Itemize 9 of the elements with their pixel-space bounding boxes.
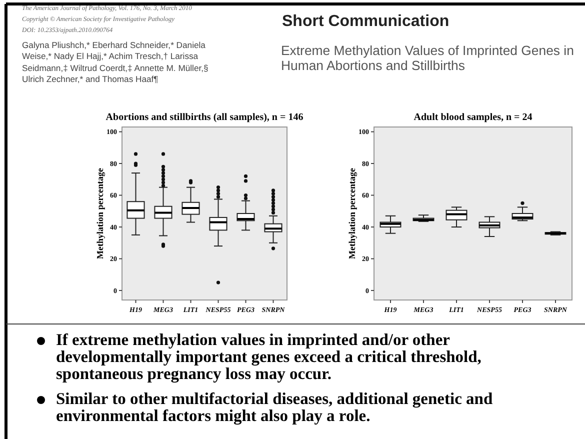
text: Galyna Pliushch,* Eberhard Schneider,* Daniela Weise,* Nady El Hajj,* Achim Tresch,† Larissa Seidmann,‡ Wiltrud Coerdt,‡ Annette M. Müller,§ Ulrich Zechner,* and Thomas Haaf¶	[22, 40, 210, 86]
chart-title: Abortions and stillbirths (all samples), n = 146	[106, 112, 304, 123]
chart-title: Adult blood samples, n = 24	[414, 112, 532, 123]
text: Extreme Methylation Values of Imprinted Genes in Human Abortions and Stillbirths	[281, 43, 575, 73]
text: Similar to other multifactorial diseases, additional genetic and environmental factors might also play a role.	[56, 389, 494, 425]
y-axis-title: Methylation percentage	[347, 168, 357, 260]
text: If extreme methylation values in imprinted and/or other developmentally important genes exceed a critical threshold, spontaneous pregnancy loss may occur.	[56, 330, 482, 383]
text: Short Communication	[282, 13, 450, 30]
y-axis-title: Methylation percentage	[95, 168, 105, 260]
